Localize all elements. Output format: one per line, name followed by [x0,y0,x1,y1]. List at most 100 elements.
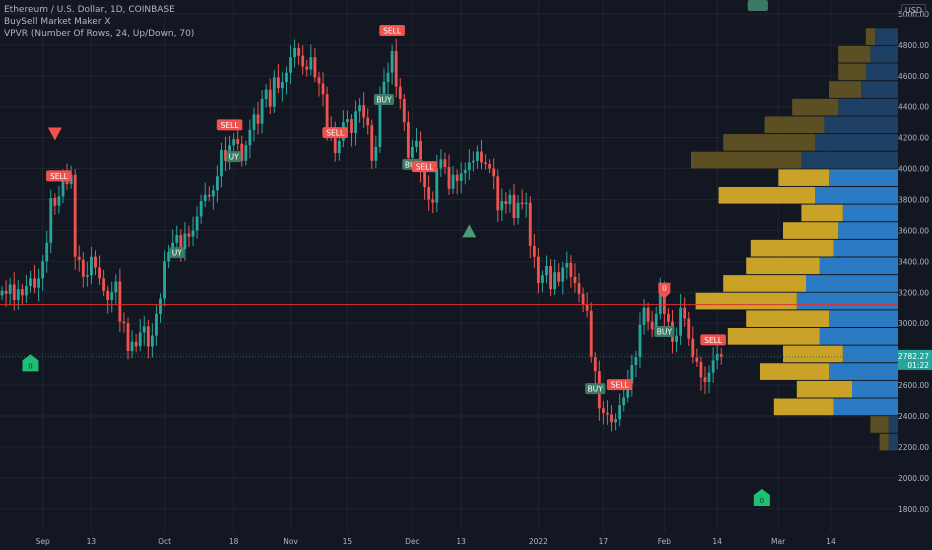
candle-body [203,194,207,202]
vp-down-bar [723,275,806,292]
candle-body [134,341,138,347]
time-tick-label: 14 [826,537,836,546]
vp-up-bar [815,134,898,151]
candle-body [561,267,565,282]
candle-body [496,176,500,211]
candle-body [411,146,414,158]
signal-sell-label: SELL [416,163,435,172]
indicator-buysell-label[interactable]: BuySell Market Maker X [4,17,111,27]
candle-body [366,117,370,126]
candle-body [313,57,317,78]
candle-body [695,357,699,362]
signal-buy-label: BUY [750,0,766,2]
candle-body [37,278,41,288]
candle-body [8,284,12,294]
candle-body [333,131,337,154]
price-tick-label: 4600.00 [898,72,929,81]
signal-sell-badge [216,119,243,131]
signal-sell-badge [46,170,72,182]
signal-sell-label: SELL [611,381,630,390]
candle-body [215,176,219,191]
candle-body [394,51,398,87]
candle-body [354,111,357,133]
candle-body [317,77,321,84]
candle-body [179,235,183,249]
candle-body [232,139,236,146]
time-tick-label: Mar [771,537,786,546]
candle-body [77,256,81,260]
candle-body [159,298,162,314]
last-price-tag [898,349,932,370]
time-tick-label: Feb [658,537,672,546]
currency-badge[interactable]: USD [900,4,926,17]
signal-sell-label: SELL [50,172,69,181]
vp-up-bar [838,98,898,116]
signal-sell-label: SELL [326,129,345,138]
time-tick-label: 13 [87,537,97,546]
candle-body [593,357,597,372]
candle-body [630,364,634,384]
vp-down-bar [764,116,825,134]
signal-sell-badge [606,379,633,391]
vp-up-bar [888,433,898,451]
candle-body [589,310,593,358]
candle-body [386,72,390,82]
price-tick-label: 3400.00 [898,257,929,266]
zero-marker-label: 0 [662,285,666,293]
volume-profile [691,28,898,451]
candle-body [293,47,297,58]
candle-body [130,341,134,352]
vp-up-bar [870,45,898,63]
vp-up-bar [815,186,898,204]
candle-body [601,408,605,413]
candle-body [220,150,223,177]
candle-body [650,321,654,330]
price-tick-label: 4200.00 [898,134,929,143]
candle-body [163,261,166,299]
time-tick-label: 15 [343,537,353,546]
candle-body [573,276,577,284]
time-tick-label: 13 [456,537,466,546]
candle-body [118,281,122,322]
candle-body [638,324,642,358]
candle-body [61,176,65,197]
candle-body [224,150,227,161]
price-tick-label: 3600.00 [898,226,929,235]
signal-buy-label: BUY [588,385,604,394]
vp-up-bar [796,292,898,310]
time-tick-label: Oct [158,537,171,546]
candle-body [155,313,158,336]
candle-body [711,360,715,373]
candle-body [610,414,613,423]
vp-up-bar [833,398,898,416]
candle-body [398,86,402,99]
candle-body [524,202,528,205]
candle-body [321,83,325,95]
candle-body [81,259,85,277]
candle-body [106,290,110,301]
candle-body [719,354,723,357]
vp-down-bar [783,222,839,239]
chart-legend: Ethereum / U.S. Dollar, 1D, COINBASE Buy… [4,4,194,40]
candle-body [110,292,114,301]
candle-body [41,261,45,279]
symbol-title[interactable]: Ethereum / U.S. Dollar, 1D, COINBASE [4,5,175,15]
vp-down-bar [746,257,820,275]
indicator-vpvr-label[interactable]: VPVR (Number Of Rows, 24, Up/Down, 70) [4,29,195,39]
candle-body [260,98,264,124]
candle-body [4,290,8,294]
candle-body [484,162,487,164]
vp-down-bar [746,310,829,328]
signal-buy-label: UY [229,153,239,162]
time-tick-label: Dec [405,537,420,546]
candle-body [370,125,374,161]
vp-down-bar [695,292,797,310]
vp-down-bar [691,151,802,169]
candle-body [301,55,305,67]
price-tick-label: 4000.00 [898,165,929,174]
candle-body [264,89,268,99]
candle-body [675,335,678,342]
last-price-label: 2782.27 [898,352,929,361]
vp-up-bar [829,363,898,380]
